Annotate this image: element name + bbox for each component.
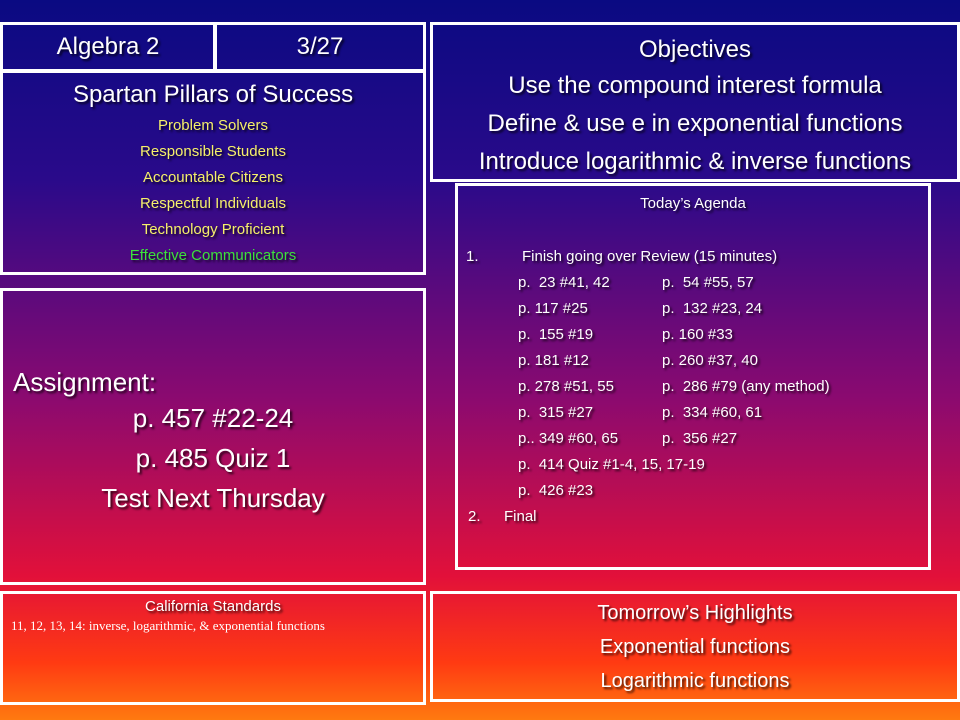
standards-panel: California Standards 11, 12, 13, 14: inv… — [0, 591, 426, 705]
agenda-page-ref: p. 54 #55, 57 — [662, 274, 754, 291]
date-label: 3/27 — [296, 33, 344, 60]
course-title: Algebra 2 — [56, 33, 160, 60]
course-box: Algebra 2 — [0, 22, 216, 72]
assignment-panel: Assignment: p. 457 #22-24 p. 485 Quiz 1 … — [0, 288, 426, 585]
objective-item: Introduce logarithmic & inverse function… — [478, 148, 912, 175]
pillars-title: Spartan Pillars of Success — [72, 81, 354, 108]
agenda-item-number: 2. — [468, 508, 481, 525]
assignment-label: Assignment: — [13, 367, 157, 397]
pillar-item: Responsible Students — [140, 143, 286, 160]
objective-item: Define & use e in exponential functions — [487, 110, 903, 137]
standards-text: 11, 12, 13, 14: inverse, logarithmic, & … — [11, 618, 325, 633]
agenda-item-number: 1. — [466, 248, 479, 265]
agenda-page-ref: p. 315 #27 — [518, 404, 594, 421]
pillars-panel: Spartan Pillars of Success Problem Solve… — [0, 70, 426, 275]
agenda-page-ref: p. 23 #41, 42 — [518, 274, 610, 291]
objectives-title: Objectives — [638, 36, 752, 63]
agenda-page-ref: p. 334 #60, 61 — [662, 404, 763, 421]
tomorrow-panel: Tomorrow’s Highlights Exponential functi… — [430, 591, 960, 702]
date-box: 3/27 — [214, 22, 426, 72]
assignment-line: p. 457 #22-24 — [132, 403, 294, 433]
agenda-item-label: Finish going over Review (15 minutes) — [522, 248, 778, 265]
agenda-page-ref: p.. 349 #60, 65 — [518, 430, 619, 447]
agenda-page-ref: p. 160 #33 — [662, 326, 733, 343]
agenda-page-ref: p. 132 #23, 24 — [662, 300, 763, 317]
assignment-line: Test Next Thursday — [101, 483, 325, 513]
agenda-page-ref: p. 278 #51, 55 — [518, 378, 614, 395]
assignment-line: p. 485 Quiz 1 — [135, 443, 291, 473]
pillar-item: Technology Proficient — [141, 221, 285, 238]
objective-item: Use the compound interest formula — [508, 72, 882, 99]
agenda-page-ref: p. 117 #25 — [518, 300, 588, 317]
agenda-page-ref: p. 414 Quiz #1-4, 15, 17-19 — [518, 456, 705, 473]
pillar-item: Effective Communicators — [129, 247, 297, 264]
agenda-title: Today’s Agenda — [640, 195, 746, 212]
agenda-page-ref: p. 426 #23 — [518, 482, 594, 499]
pillar-item: Accountable Citizens — [142, 169, 284, 186]
agenda-item-label: Final — [504, 508, 537, 525]
standards-title: California Standards — [145, 598, 281, 615]
agenda-page-ref: p. 356 #27 — [662, 430, 738, 447]
objectives-panel: Objectives Use the compound interest for… — [430, 22, 960, 182]
tomorrow-item: Logarithmic functions — [600, 670, 790, 692]
pillar-item: Respectful Individuals — [140, 195, 286, 212]
pillar-item: Problem Solvers — [157, 117, 269, 134]
tomorrow-item: Exponential functions — [599, 636, 791, 658]
tomorrow-title: Tomorrow’s Highlights — [597, 602, 793, 624]
agenda-page-ref: p. 286 #79 (any method) — [662, 378, 830, 395]
agenda-page-ref: p. 181 #12 — [518, 352, 589, 369]
agenda-panel: Today’s Agenda 1. Finish going over Revi… — [455, 183, 931, 570]
agenda-page-ref: p. 260 #37, 40 — [662, 352, 758, 369]
agenda-page-ref: p. 155 #19 — [518, 326, 594, 343]
